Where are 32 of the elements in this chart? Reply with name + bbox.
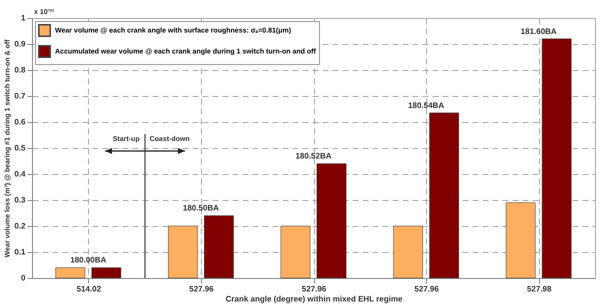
bar	[542, 38, 572, 278]
y-tick-label: 0	[21, 274, 26, 282]
y-tick-label: 0.5	[14, 144, 26, 152]
annotation: 180.54BA	[408, 100, 444, 110]
bar	[316, 163, 346, 278]
annotation: 181.60BA	[520, 26, 557, 36]
x-tick-label: 527.96	[414, 284, 440, 294]
bar	[393, 226, 423, 278]
x-axis-title: Crank angle (degree) within mixed EHL regime	[226, 294, 403, 304]
bar	[204, 215, 234, 278]
annotation: 180.52BA	[295, 152, 332, 161]
bar	[506, 202, 536, 278]
x-tick-label: 514.02	[76, 284, 102, 294]
bar	[91, 267, 122, 278]
x-tick-label: 527.96	[189, 284, 214, 294]
annotation: 180.00BA	[70, 256, 107, 265]
y-tick-label: 0.1	[14, 248, 26, 256]
bar	[280, 226, 310, 278]
y-tick-label: 0.9	[14, 40, 26, 48]
y-tick-label: 0.3	[14, 196, 26, 204]
bar	[429, 112, 460, 278]
bar	[55, 267, 86, 278]
y-tick-label: 0.2	[14, 222, 26, 230]
y-tick-label: 0.4	[14, 170, 26, 178]
y-tick-label: 0.6	[14, 118, 26, 126]
x-tick-label: 527.96	[302, 284, 327, 294]
annotation: 180.50BA	[182, 204, 220, 213]
y-tick-label: 0.7	[14, 92, 26, 100]
y-tick-label: 0.8	[14, 66, 26, 74]
bar	[168, 226, 198, 278]
y-tick-label: 1	[21, 14, 26, 22]
x-tick-label: 527.98	[526, 284, 552, 294]
